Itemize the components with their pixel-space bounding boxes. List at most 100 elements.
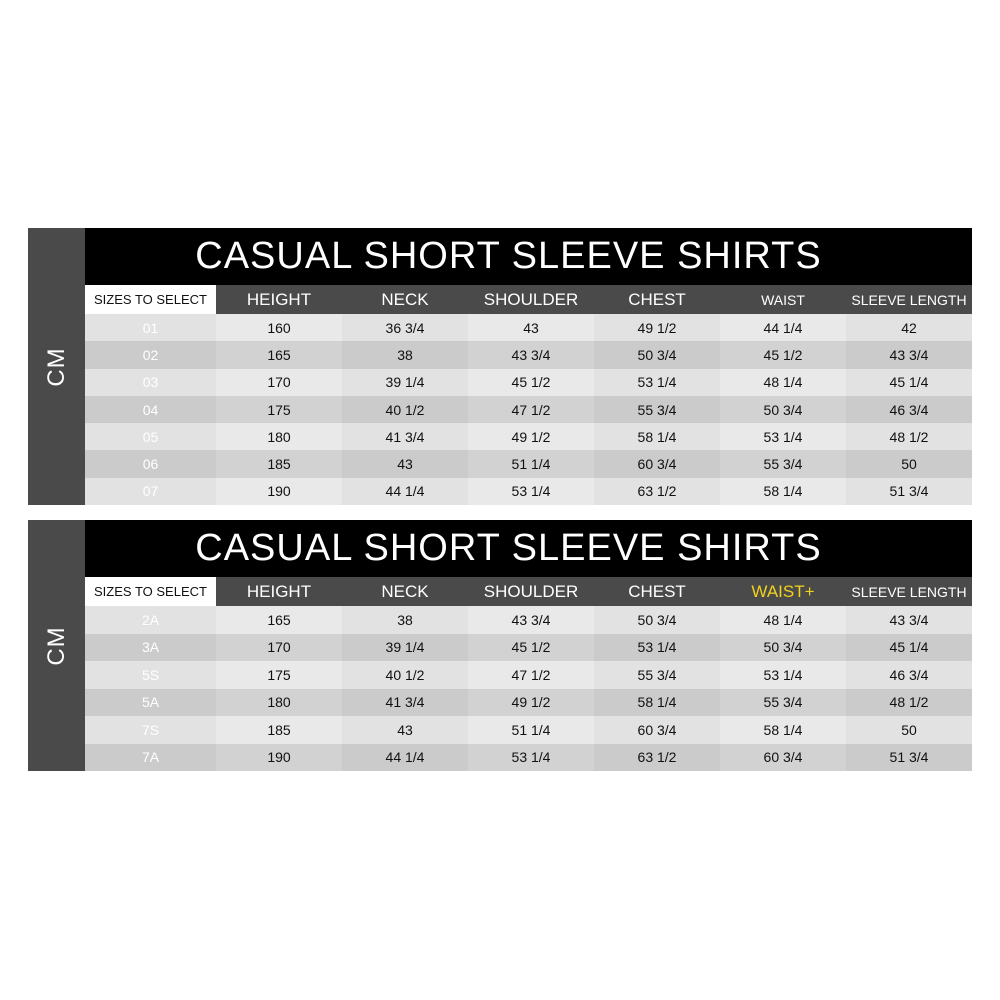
size-cell: 01 bbox=[85, 314, 216, 342]
table-cell: 51 1/4 bbox=[468, 716, 594, 744]
table-cell: 51 1/4 bbox=[468, 450, 594, 478]
table-cell: 43 bbox=[468, 314, 594, 342]
table-cell: 38 bbox=[342, 341, 468, 369]
table-cell: 38 bbox=[342, 606, 468, 634]
table-cell: 47 1/2 bbox=[468, 395, 594, 424]
table-cell: 39 1/4 bbox=[342, 633, 468, 661]
table-row: 01 160 36 3/4 43 49 1/2 44 1/4 42 bbox=[85, 314, 972, 342]
table-cell: 43 3/4 bbox=[846, 606, 972, 634]
table-cell: 43 bbox=[342, 716, 468, 744]
table-cell: 45 1/2 bbox=[720, 341, 846, 369]
size-chart-2: CM CASUAL SHORT SLEEVE SHIRTS SIZES TO SEL… bbox=[28, 520, 972, 771]
table-cell: 63 1/2 bbox=[594, 477, 720, 506]
table-cell: 42 bbox=[846, 314, 972, 342]
size-cell: 05 bbox=[85, 423, 216, 451]
size-chart-1: CM CASUAL SHORT SLEEVE SHIRTS SIZES TO SEL… bbox=[28, 228, 972, 506]
size-cell: 5A bbox=[85, 688, 216, 716]
table-cell: 190 bbox=[216, 743, 342, 771]
table-body: 01 160 36 3/4 43 49 1/2 44 1/4 42 02 165 38 43 3/4… bbox=[85, 314, 972, 506]
table-cell: 48 1/2 bbox=[846, 423, 972, 451]
table-cell: 53 1/4 bbox=[720, 661, 846, 689]
table-cell: 55 3/4 bbox=[720, 450, 846, 478]
size-cell: 5S bbox=[85, 661, 216, 689]
size-cell: 7S bbox=[85, 716, 216, 744]
table-cell: 45 1/2 bbox=[468, 368, 594, 396]
table-cell: 49 1/2 bbox=[594, 314, 720, 342]
table-row: 07 190 44 1/4 53 1/4 63 1/2 58 1/4 51 3/4 bbox=[85, 477, 972, 506]
table-cell: 45 1/2 bbox=[468, 633, 594, 661]
table-cell: 45 1/4 bbox=[846, 633, 972, 661]
table-cell: 53 1/4 bbox=[720, 423, 846, 451]
column-header: WAIST bbox=[720, 285, 846, 314]
table-cell: 170 bbox=[216, 633, 342, 661]
size-cell: 02 bbox=[85, 341, 216, 369]
table-cell: 40 1/2 bbox=[342, 661, 468, 689]
table-cell: 63 1/2 bbox=[594, 743, 720, 771]
table-cell: 44 1/4 bbox=[720, 314, 846, 342]
table-cell: 50 3/4 bbox=[720, 395, 846, 424]
column-header: SHOULDER bbox=[468, 285, 594, 314]
table-cell: 53 1/4 bbox=[468, 477, 594, 506]
table-row: 05 180 41 3/4 49 1/2 58 1/4 53 1/4 48 1/2 bbox=[85, 423, 972, 451]
table-cell: 58 1/4 bbox=[594, 423, 720, 451]
table-row: 5S 175 40 1/2 47 1/2 55 3/4 53 1/4 46 3/4 bbox=[85, 661, 972, 689]
table-cell: 53 1/4 bbox=[468, 743, 594, 771]
size-cell: 06 bbox=[85, 450, 216, 478]
table-cell: 175 bbox=[216, 395, 342, 424]
table-row: 06 185 43 51 1/4 60 3/4 55 3/4 50 bbox=[85, 450, 972, 478]
table-cell: 53 1/4 bbox=[594, 633, 720, 661]
column-header: HEIGHT bbox=[216, 285, 342, 314]
table-row: 03 170 39 1/4 45 1/2 53 1/4 48 1/4 45 1/4 bbox=[85, 368, 972, 396]
table-cell: 46 3/4 bbox=[846, 661, 972, 689]
table-cell: 49 1/2 bbox=[468, 423, 594, 451]
table-cell: 180 bbox=[216, 688, 342, 716]
table-cell: 165 bbox=[216, 341, 342, 369]
table-cell: 45 1/4 bbox=[846, 368, 972, 396]
column-header: WAIST+ bbox=[720, 577, 846, 606]
unit-label: CM bbox=[28, 228, 85, 506]
table-cell: 51 3/4 bbox=[846, 743, 972, 771]
table-cell: 41 3/4 bbox=[342, 688, 468, 716]
column-header: SLEEVE LENGTH bbox=[846, 285, 972, 314]
table-cell: 58 1/4 bbox=[720, 716, 846, 744]
size-cell: 07 bbox=[85, 477, 216, 506]
table-row: 04 175 40 1/2 47 1/2 55 3/4 50 3/4 46 3/4 bbox=[85, 395, 972, 424]
size-cell: 2A bbox=[85, 606, 216, 634]
table-cell: 50 bbox=[846, 450, 972, 478]
table-cell: 43 3/4 bbox=[468, 341, 594, 369]
table-cell: 44 1/4 bbox=[342, 477, 468, 506]
table-cell: 50 3/4 bbox=[720, 633, 846, 661]
table-cell: 39 1/4 bbox=[342, 368, 468, 396]
table-row: 2A 165 38 43 3/4 50 3/4 48 1/4 43 3/4 bbox=[85, 606, 972, 634]
table-cell: 36 3/4 bbox=[342, 314, 468, 342]
column-header: NECK bbox=[342, 285, 468, 314]
chart-title: CASUAL SHORT SLEEVE SHIRTS bbox=[85, 228, 972, 285]
table-cell: 190 bbox=[216, 477, 342, 506]
column-header: SIZES TO SELECT bbox=[85, 577, 216, 606]
table-cell: 47 1/2 bbox=[468, 661, 594, 689]
chart-title: CASUAL SHORT SLEEVE SHIRTS bbox=[85, 520, 972, 577]
table-cell: 43 bbox=[342, 450, 468, 478]
unit-label: CM bbox=[28, 520, 85, 771]
table-body: 2A 165 38 43 3/4 50 3/4 48 1/4 43 3/4 3A 170 39 1… bbox=[85, 606, 972, 771]
table-cell: 46 3/4 bbox=[846, 395, 972, 424]
table-cell: 55 3/4 bbox=[594, 395, 720, 424]
table-cell: 185 bbox=[216, 716, 342, 744]
table-cell: 160 bbox=[216, 314, 342, 342]
column-header: SHOULDER bbox=[468, 577, 594, 606]
column-header: SLEEVE LENGTH bbox=[846, 577, 972, 606]
table-cell: 40 1/2 bbox=[342, 395, 468, 424]
size-cell: 7A bbox=[85, 743, 216, 771]
column-header: HEIGHT bbox=[216, 577, 342, 606]
table-cell: 53 1/4 bbox=[594, 368, 720, 396]
size-cell: 3A bbox=[85, 633, 216, 661]
size-cell: 03 bbox=[85, 368, 216, 396]
table-row: 7A 190 44 1/4 53 1/4 63 1/2 60 3/4 51 3/4 bbox=[85, 743, 972, 771]
table-cell: 180 bbox=[216, 423, 342, 451]
table-cell: 185 bbox=[216, 450, 342, 478]
table-row: 3A 170 39 1/4 45 1/2 53 1/4 50 3/4 45 1/4 bbox=[85, 633, 972, 661]
table-cell: 48 1/2 bbox=[846, 688, 972, 716]
table-cell: 43 3/4 bbox=[846, 341, 972, 369]
table-cell: 43 3/4 bbox=[468, 606, 594, 634]
column-header: SIZES TO SELECT bbox=[85, 285, 216, 314]
